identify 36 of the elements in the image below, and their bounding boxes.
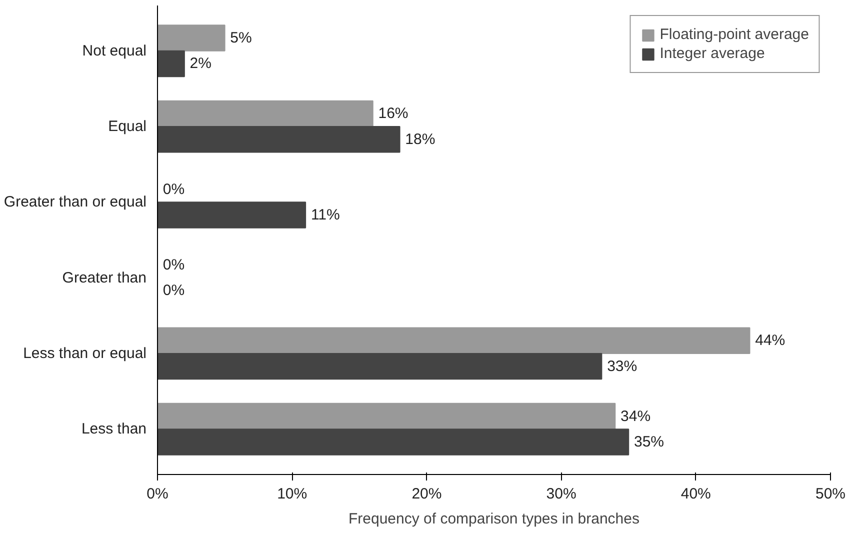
legend-label: Floating-point average xyxy=(660,26,809,43)
data-label: 0% xyxy=(162,180,185,198)
bar xyxy=(158,202,306,228)
bar xyxy=(158,352,602,380)
bar xyxy=(158,100,374,128)
x-tick-label: 50% xyxy=(815,486,846,502)
x-axis-title: Frequency of comparison types in branches xyxy=(348,510,640,528)
x-tick-label: 30% xyxy=(546,486,576,502)
data-label: 33% xyxy=(607,358,638,375)
y-tick-label: Less than or equal xyxy=(23,344,146,362)
data-label: 18% xyxy=(405,130,436,148)
bar xyxy=(158,126,400,153)
y-tick-label: Not equal xyxy=(82,42,147,60)
bar xyxy=(158,402,616,430)
x-tick-label: 10% xyxy=(277,486,308,502)
legend-label: Integer average xyxy=(660,45,765,62)
y-tick-label: Less than xyxy=(81,420,146,438)
data-label: 0% xyxy=(162,256,185,274)
bar xyxy=(158,50,185,78)
y-tick-label: Greater than xyxy=(62,269,147,286)
x-tick-label: 20% xyxy=(412,486,442,502)
y-tick-label: Equal xyxy=(108,118,147,136)
bar xyxy=(158,428,630,456)
data-label: 2% xyxy=(190,55,212,72)
data-label: 16% xyxy=(378,105,408,122)
y-tick-label: Greater than or equal xyxy=(4,194,147,211)
data-label: 5% xyxy=(230,30,252,47)
data-label: 0% xyxy=(162,282,185,300)
data-label: 44% xyxy=(755,332,786,350)
bar xyxy=(158,24,226,52)
bar xyxy=(158,327,750,354)
data-label: 11% xyxy=(310,206,340,224)
x-tick-label: 0% xyxy=(146,486,168,502)
data-label: 35% xyxy=(634,433,664,450)
data-label: 34% xyxy=(620,408,651,425)
x-tick-label: 40% xyxy=(680,486,711,502)
